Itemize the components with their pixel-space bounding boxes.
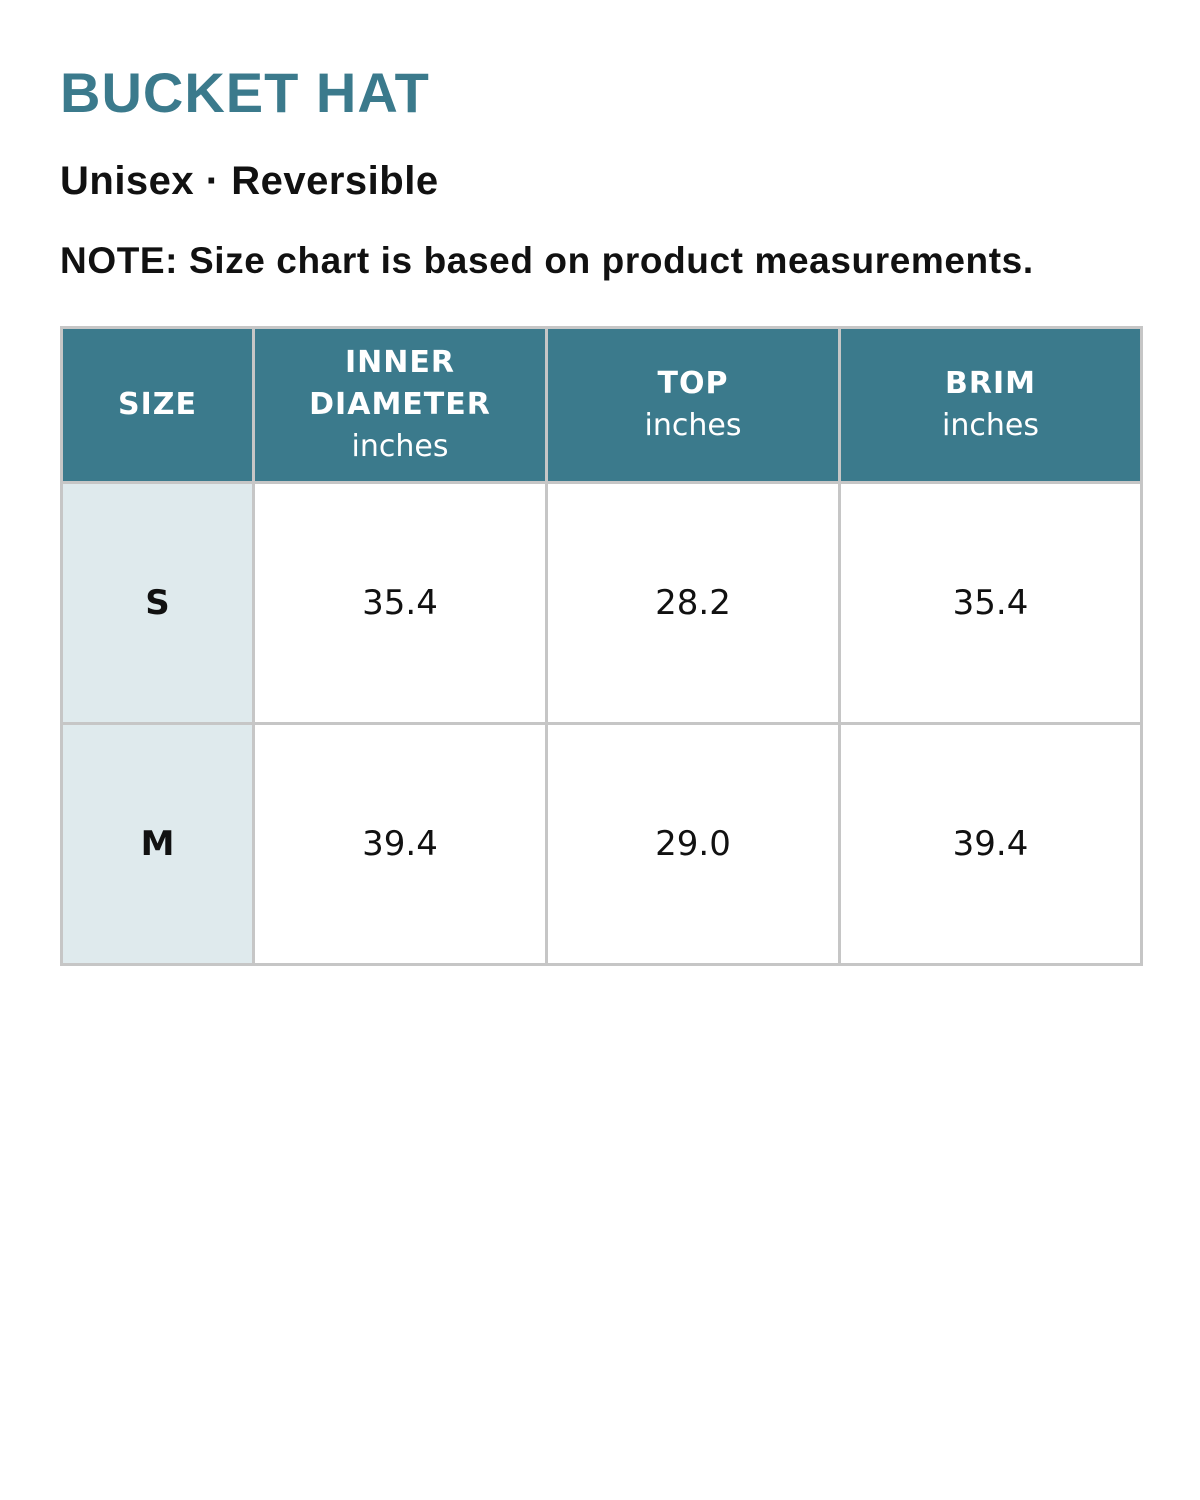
page-subtitle: Unisex · Reversible [60, 159, 439, 203]
header-top-unit: inches [644, 408, 742, 443]
header-inner-diameter-unit: inches [351, 429, 449, 464]
header-inner-diameter: INNER DIAMETER inches [252, 326, 548, 484]
table-header-row: SIZE INNER DIAMETER inches TOP inches BR… [60, 326, 1143, 484]
inner-diameter-cell: 39.4 [252, 722, 548, 966]
page-title: BUCKET HAT [60, 61, 430, 124]
header-top-label: TOP [657, 366, 729, 401]
header-brim-unit: inches [942, 408, 1039, 443]
header-size: SIZE [60, 326, 255, 484]
size-cell: S [60, 481, 255, 725]
header-brim: BRIM inches [838, 326, 1143, 484]
size-chart-table: SIZE INNER DIAMETER inches TOP inches BR… [60, 326, 1143, 966]
header-size-label: SIZE [117, 387, 197, 422]
inner-diameter-cell: 35.4 [252, 481, 548, 725]
brim-cell: 39.4 [838, 722, 1143, 966]
brim-cell: 35.4 [838, 481, 1143, 725]
table-row: S 35.4 28.2 35.4 [60, 481, 1143, 725]
size-cell: M [60, 722, 255, 966]
header-inner-diameter-label: INNER DIAMETER [309, 345, 491, 422]
header-brim-label: BRIM [945, 366, 1036, 401]
header-top: TOP inches [545, 326, 841, 484]
top-cell: 28.2 [545, 481, 841, 725]
top-cell: 29.0 [545, 722, 841, 966]
size-chart-note: NOTE: Size chart is based on product mea… [60, 240, 1034, 281]
table-row: M 39.4 29.0 39.4 [60, 722, 1143, 966]
